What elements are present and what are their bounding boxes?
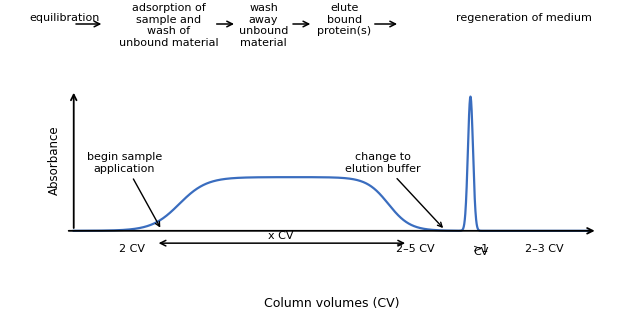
Text: elute
bound
protein(s): elute bound protein(s) <box>317 3 371 36</box>
Text: adsorption of
sample and
wash of
unbound material: adsorption of sample and wash of unbound… <box>119 3 218 48</box>
Text: regeneration of medium: regeneration of medium <box>456 13 592 23</box>
Text: Column volumes (CV): Column volumes (CV) <box>264 297 399 310</box>
Text: 2–5 CV: 2–5 CV <box>396 244 435 254</box>
Text: change to
elution buffer: change to elution buffer <box>345 152 442 227</box>
Text: CV: CV <box>473 247 489 258</box>
Text: 2 CV: 2 CV <box>120 244 145 254</box>
Text: 2–3 CV: 2–3 CV <box>525 244 564 254</box>
Text: wash
away
unbound
material: wash away unbound material <box>239 3 288 48</box>
Text: Absorbance: Absorbance <box>48 125 61 195</box>
Text: >1: >1 <box>473 244 489 254</box>
Text: x CV: x CV <box>268 231 294 241</box>
Text: begin sample
application: begin sample application <box>87 152 162 226</box>
Text: equilibration: equilibration <box>30 13 100 23</box>
